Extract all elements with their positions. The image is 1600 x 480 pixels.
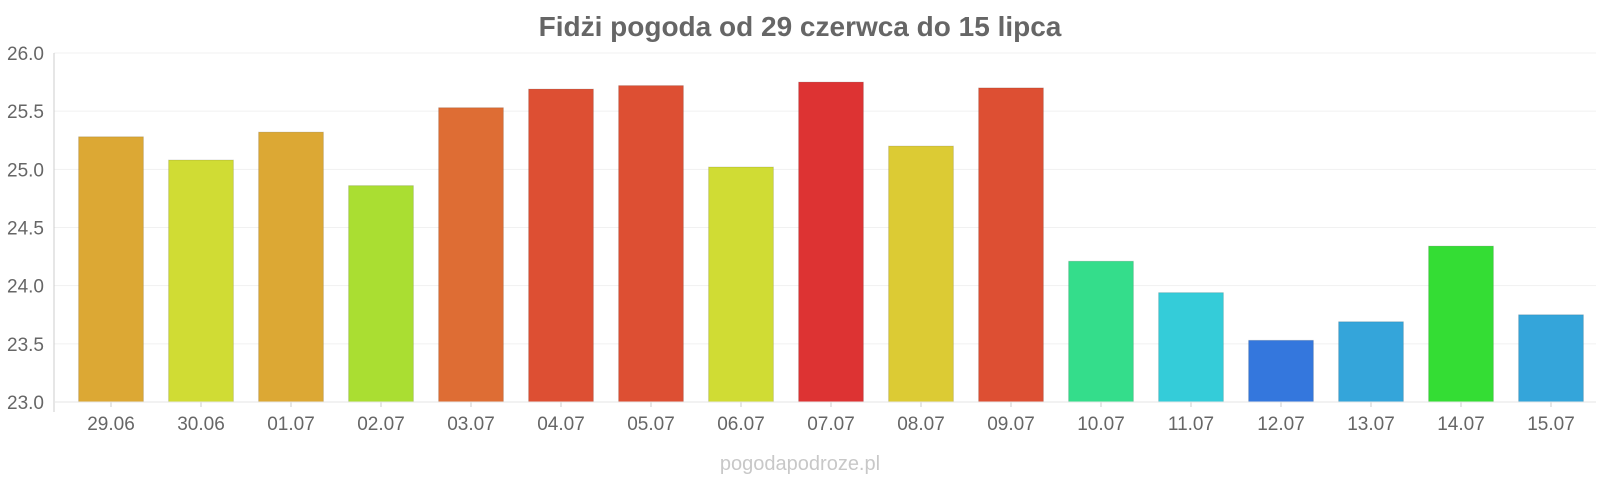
bar-29.06 [78, 136, 144, 403]
x-tick-label: 29.06 [87, 414, 135, 435]
bar-13.07 [1338, 321, 1404, 403]
bar-11.07 [1158, 292, 1224, 403]
x-tick-label: 10.07 [1077, 414, 1125, 435]
x-tick-label: 08.07 [897, 414, 945, 435]
y-tick-label: 25.5 [7, 102, 44, 123]
y-tick-label: 25.0 [7, 160, 44, 181]
chart-title: Fidżi pogoda od 29 czerwca do 15 lipca [539, 11, 1062, 42]
x-axis-ticks: 29.06 30.06 01.07 02.07 03.07 04.07 05.07 06.07… [87, 402, 1575, 435]
bar-15.07 [1518, 314, 1584, 403]
watermark-text: pogodapodroze.pl [720, 453, 880, 475]
x-tick-label: 14.07 [1437, 414, 1485, 435]
bar-02.07 [348, 185, 414, 403]
bar-06.07 [708, 166, 774, 403]
x-tick-label: 09.07 [987, 414, 1035, 435]
bar-08.07 [888, 145, 954, 403]
bar-03.07 [438, 107, 504, 403]
bar-09.07 [978, 87, 1044, 403]
y-tick-label: 26.0 [7, 44, 44, 65]
bar-14.07 [1428, 245, 1494, 403]
bar-04.07 [528, 88, 594, 403]
y-tick-label: 24.5 [7, 219, 44, 240]
x-tick-label: 07.07 [807, 414, 855, 435]
x-tick-label: 13.07 [1347, 414, 1395, 435]
x-tick-label: 05.07 [627, 414, 675, 435]
y-tick-label: 24.0 [7, 277, 44, 298]
bar-07.07 [798, 81, 864, 403]
bar-05.07 [618, 85, 684, 403]
y-axis-ticks: 23.0 23.5 24.0 24.5 25.0 25.5 26.0 [7, 44, 44, 414]
bar-10.07 [1068, 260, 1134, 403]
bar-12.07 [1248, 339, 1314, 403]
x-tick-label: 04.07 [537, 414, 585, 435]
bar-01.07 [258, 131, 324, 403]
x-tick-label: 03.07 [447, 414, 495, 435]
x-tick-label: 01.07 [267, 414, 315, 435]
x-tick-label: 12.07 [1257, 414, 1305, 435]
bars [78, 81, 1584, 403]
x-tick-label: 06.07 [717, 414, 765, 435]
y-tick-label: 23.5 [7, 335, 44, 356]
x-tick-label: 30.06 [177, 414, 225, 435]
x-tick-label: 02.07 [357, 414, 405, 435]
x-tick-label: 11.07 [1168, 414, 1214, 435]
bar-30.06 [168, 159, 234, 403]
y-tick-label: 23.0 [7, 393, 44, 414]
x-tick-label: 15.07 [1527, 414, 1575, 435]
